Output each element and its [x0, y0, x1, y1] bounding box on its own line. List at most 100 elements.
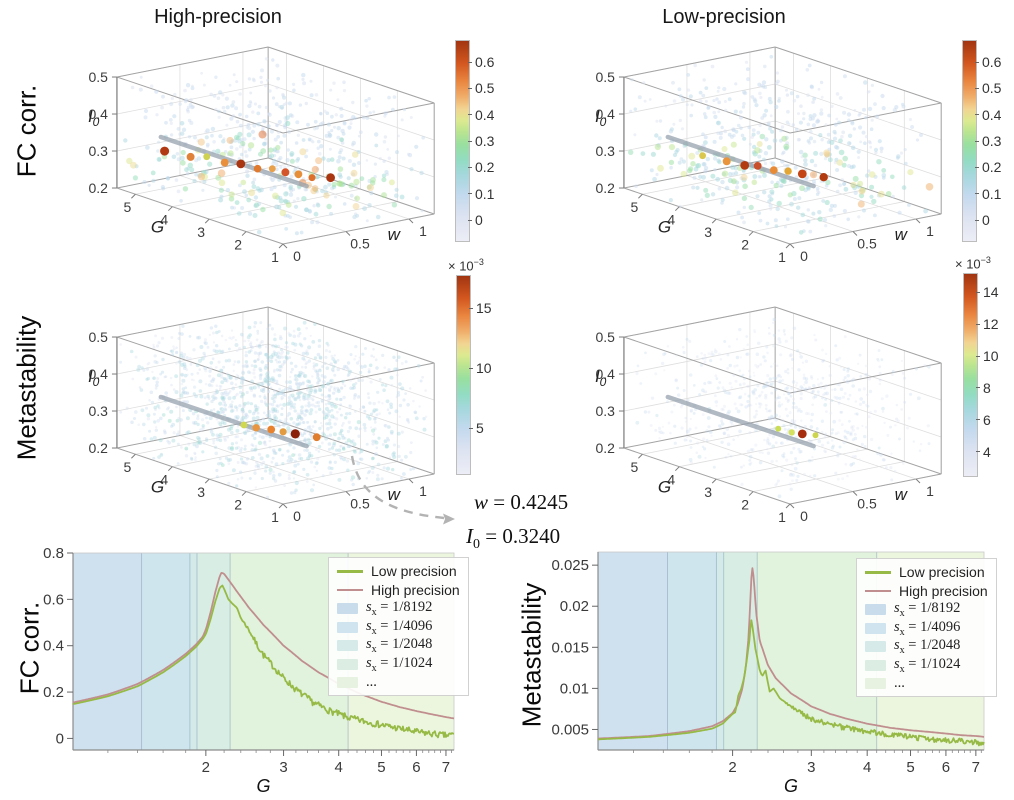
- g-tick-label: 5: [631, 199, 639, 215]
- legend-label: sx = 1/8192: [894, 600, 961, 619]
- w-tick-label: 1: [926, 223, 934, 239]
- optimal-point: [819, 173, 828, 182]
- annotation-i0-rest: = 0.3240: [480, 524, 561, 548]
- i0-tick-label: 0.5: [595, 329, 615, 345]
- g-tick-label: 2: [234, 497, 242, 513]
- box-edges-3d: [623, 306, 942, 505]
- g-tick-label: 4: [667, 472, 675, 488]
- w-tick-label: 1: [419, 223, 427, 239]
- x-tick-label: 5: [377, 759, 385, 776]
- i0-tick-label: 0.2: [595, 440, 615, 456]
- series-low-precision: [598, 619, 985, 747]
- g-axis-label: G: [151, 218, 164, 237]
- g-tick-label: 1: [778, 249, 786, 265]
- legend-item: sx = 1/1024: [865, 656, 988, 675]
- series-low-precision: [72, 584, 454, 739]
- i0-tick-label: 0.3: [595, 143, 615, 159]
- colorbar-tick-label: 4: [983, 443, 991, 460]
- colorbar-tick-label: 0.2: [982, 159, 1002, 176]
- g-axis-label: G: [151, 478, 164, 497]
- colorbar-tick-label: 15: [476, 300, 492, 316]
- g-tick-label: 1: [271, 509, 279, 525]
- legend-item: sx = 1/4096: [865, 619, 988, 638]
- g-tick-label: 5: [124, 199, 132, 215]
- annotation-i0-var: I: [466, 524, 473, 548]
- sx-band: [141, 553, 190, 750]
- legend-fc-corr-vs-G: Low precision High precision sx = 1/8192 sx…: [328, 557, 469, 697]
- colorbar-tick-label: 10: [476, 360, 492, 376]
- optimal-point: [220, 158, 229, 167]
- optimal-point: [753, 162, 762, 170]
- colorbar-tick-label: 6: [983, 411, 991, 428]
- legend-label: Low precision: [899, 564, 985, 581]
- w-tick-label: 0: [293, 248, 301, 264]
- optimal-point: [308, 174, 316, 182]
- colorbar-tick-label: 0: [982, 212, 990, 228]
- panel-title-low-precision: Low-precision: [662, 6, 786, 28]
- panel-title-high-precision: High-precision: [154, 6, 282, 28]
- optimal-point: [722, 157, 731, 166]
- colorbar-tick-label: 0.5: [475, 80, 495, 97]
- optimal-point: [326, 173, 335, 183]
- g-tick-label: 2: [741, 237, 749, 253]
- g-tick-label: 4: [160, 212, 168, 228]
- legend-item: Low precision: [337, 562, 460, 581]
- colorbar-metastability-high-precision: 5 10 15 × 10−3: [448, 257, 492, 475]
- series-high-precision: [598, 567, 985, 740]
- g-tick-label: 3: [197, 224, 205, 240]
- g-tick-label: 2: [741, 497, 749, 513]
- sx-band: [598, 552, 668, 750]
- legend-metastability-vs-G: Low precision High precision sx = 1/8192 sx…: [856, 558, 997, 698]
- colorbar-gradient: [963, 273, 978, 477]
- optimal-point: [740, 161, 750, 170]
- i0-tick-label: 0.3: [595, 403, 615, 419]
- legend-item: sx = 1/8192: [337, 599, 460, 618]
- legend-line-swatch: [337, 570, 363, 573]
- annotation-arrow: [350, 455, 455, 525]
- axis-ticks: 0 0.2 0.4 0.6 0.8 2 3 4 5 6 7: [43, 545, 452, 776]
- axis-ticks: 0.005 0.01 0.015 0.02 0.025 2 3 4 5 6 7: [551, 557, 982, 776]
- sx-band: [723, 552, 758, 750]
- colorbar-tick-label: 8: [983, 379, 991, 396]
- g-tick-label: 3: [704, 224, 712, 240]
- optimal-points: [240, 421, 321, 442]
- x-tick-label: 4: [863, 759, 871, 776]
- optimal-point: [699, 152, 706, 160]
- y-tick-label: 0.2: [43, 684, 64, 701]
- g-axis-label: G: [658, 218, 671, 237]
- x-tick-label: 2: [728, 759, 736, 776]
- axes-3d: 0.2 0.3 0.4 0.5 I0 1 2 3 4 5 G 0 0.5 1 w: [595, 329, 934, 525]
- legend-item: High precision: [337, 581, 460, 600]
- i0-axis-label: I0: [595, 367, 607, 389]
- x-tick-label: 3: [279, 759, 287, 776]
- optimal-point: [253, 164, 262, 173]
- g-tick-label: 4: [667, 212, 675, 228]
- legend-line-swatch: [865, 571, 891, 574]
- g-tick-label: 3: [704, 484, 712, 500]
- scatter-cloud: [119, 320, 428, 499]
- w-tick-label: 1: [926, 483, 934, 499]
- legend-item: sx = 1/2048: [865, 637, 988, 656]
- optimal-points: [775, 425, 819, 439]
- optimal-point: [252, 424, 260, 432]
- optimal-point: [240, 421, 248, 429]
- optimal-point: [769, 166, 778, 175]
- panel-3d-metastability-high-precision: 0.2 0.3 0.4 0.5 I0 1 2 3 4 5 G 0 0.5 1 w: [88, 306, 435, 525]
- i0-tick-label: 0.4: [595, 366, 615, 382]
- optimal-point: [268, 165, 276, 173]
- annotation-w-value: w = 0.4245: [474, 490, 568, 515]
- w-tick-label: 0.5: [350, 236, 370, 252]
- legend-patch-swatch: [865, 641, 886, 653]
- y-tick-label: 0.02: [560, 598, 589, 615]
- x-tick-label: 2: [202, 759, 210, 776]
- y-tick-label: 0.005: [551, 721, 589, 738]
- y-tick-label: 0.6: [43, 591, 64, 608]
- y-tick-label: 0.8: [43, 545, 64, 562]
- optimum-annotation: w = 0.4245 I0 = 0.3240: [466, 490, 606, 560]
- x-tick-label: 4: [335, 759, 343, 776]
- colorbar-exponent-label: × 10−3: [955, 255, 991, 272]
- series-high-precision: [72, 572, 455, 720]
- optimal-point: [236, 159, 246, 169]
- optimal-ridge-line: [665, 134, 816, 189]
